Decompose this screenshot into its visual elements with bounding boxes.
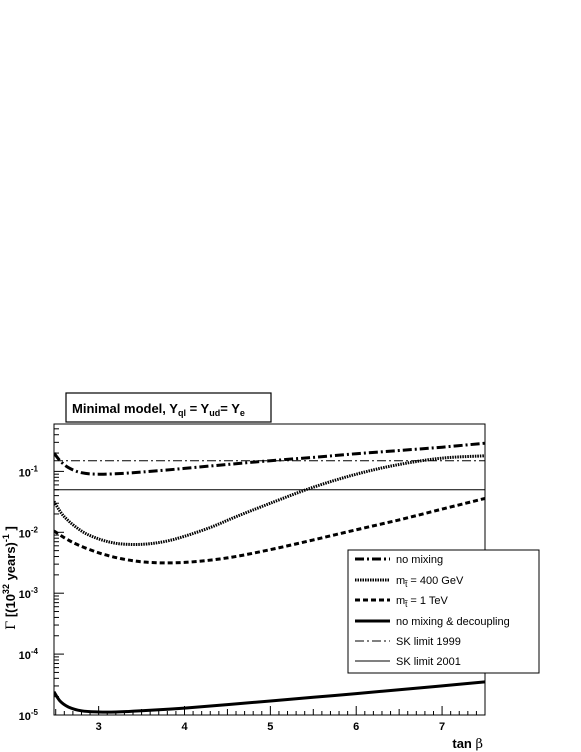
x-tick-label: 3: [96, 721, 102, 733]
series-line-no-mixing: [54, 441, 485, 476]
x-axis: 3 4 5 6 7: [55, 706, 477, 733]
legend-label: mt̃ = 1 TeV: [396, 595, 448, 609]
legend-label: no mixing & decoupling: [396, 616, 510, 628]
legend-label: mt̃ = 400 GeV: [396, 575, 464, 589]
y-tick-label: 10-3: [19, 586, 39, 601]
y-axis: 10-5 10-4 10-3 10-2 10-1: [19, 428, 64, 723]
x-tick-label: 5: [267, 721, 273, 733]
legend-label: SK limit 1999: [396, 636, 461, 648]
series-layer: [54, 441, 485, 714]
chart-title: Minimal model, Yql = Yud= Ye: [72, 401, 245, 418]
x-axis-label: tan β: [452, 736, 483, 752]
x-tick-label: 7: [439, 721, 445, 733]
x-tick-label: 6: [353, 721, 359, 733]
x-tick-label: 4: [181, 721, 188, 733]
series-line-mstop-400gev: [54, 454, 485, 547]
y-tick-label: 10-5: [19, 708, 39, 723]
y-tick-label: 10-4: [19, 647, 39, 662]
chart-title-box: Minimal model, Yql = Yud= Ye: [65, 392, 272, 423]
legend-label: no mixing: [396, 554, 443, 566]
y-axis-label: Γ [(1032 years)-1 ]: [1, 526, 19, 630]
series-line-mstop-1tev: [54, 496, 485, 565]
y-tick-label: 10-1: [19, 464, 39, 479]
series-line-no-mixing-decoupling: [54, 680, 485, 714]
legend: no mixing mt̃ = 400 GeV mt̃ = 1 TeV no mixing…: [347, 549, 540, 674]
legend-label: SK limit 2001: [396, 656, 461, 668]
y-tick-label: 10-2: [19, 525, 39, 540]
